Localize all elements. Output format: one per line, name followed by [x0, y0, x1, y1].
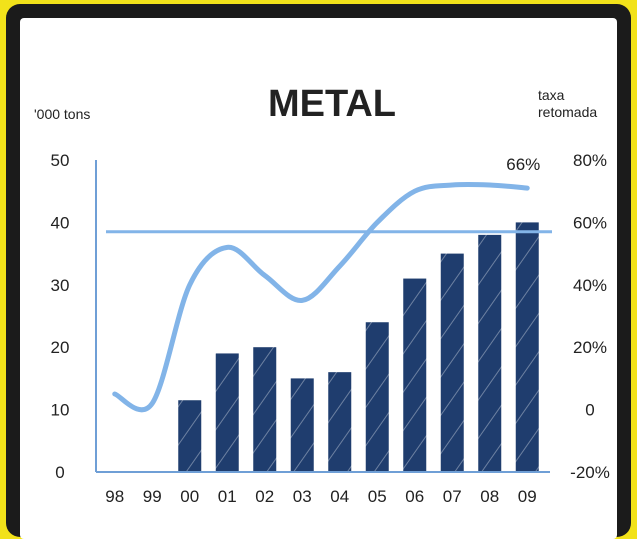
chart-panel: METAL '000 tons taxa retomada 0 10 20 30 40 5… [20, 18, 617, 539]
bar-02 [253, 347, 277, 472]
x-tick-label: 06 [405, 487, 424, 506]
x-tick-label: 07 [443, 487, 462, 506]
rate-annotation: 66% [506, 155, 540, 174]
bar-03 [290, 378, 314, 472]
y2-axis-label-line-2: retomada [538, 104, 597, 120]
bar-08 [478, 234, 502, 472]
y2-tick-label: 20% [573, 338, 607, 357]
y2-tick-label: 40% [573, 276, 607, 295]
bar-07 [440, 253, 464, 472]
y2-tick-label: 0 [585, 401, 594, 420]
x-tick-label: 00 [180, 487, 199, 506]
y-tick-label: 30 [51, 276, 70, 295]
x-tick-label: 02 [255, 487, 274, 506]
y2-axis-label-line-1: taxa [538, 87, 565, 103]
x-tick-label: 08 [480, 487, 499, 506]
y-tick-label: 10 [51, 401, 70, 420]
y-tick-label: 40 [51, 213, 70, 232]
y-axis-label: '000 tons [34, 106, 90, 122]
x-tick-label: 01 [218, 487, 237, 506]
x-tick-label: 98 [105, 487, 124, 506]
x-tick-label: 04 [330, 487, 349, 506]
y-tick-label: 50 [51, 151, 70, 170]
x-tick-label: 99 [143, 487, 162, 506]
x-tick-label: 05 [368, 487, 387, 506]
rate-line [112, 181, 530, 413]
chart-svg: METAL '000 tons taxa retomada 0102030405… [34, 83, 610, 506]
bar-06 [403, 278, 427, 472]
y-tick-label: 0 [55, 463, 64, 482]
bar-04 [328, 372, 352, 472]
x-tick-label: 03 [293, 487, 312, 506]
y2-tick-label: 60% [573, 213, 607, 232]
bar-09 [515, 222, 539, 472]
y-tick-label: 20 [51, 338, 70, 357]
chart-title: METAL [268, 83, 396, 125]
y2-tick-label: -20% [570, 463, 610, 482]
y2-tick-label: 80% [573, 151, 607, 170]
bar-01 [215, 353, 239, 472]
bar-00 [178, 400, 202, 472]
x-tick-label: 09 [518, 487, 537, 506]
bar-05 [365, 322, 389, 472]
